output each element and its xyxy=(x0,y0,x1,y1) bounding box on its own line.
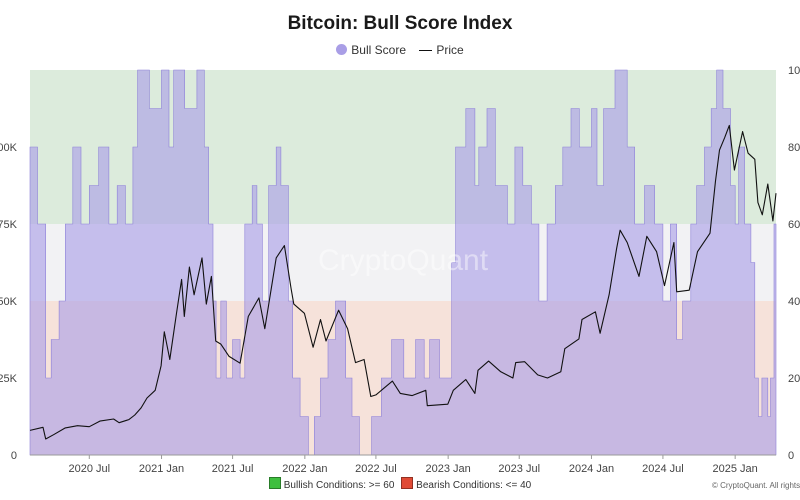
x-tick-label: 2025 Jan xyxy=(713,463,758,475)
x-tick-label: 2024 Jul xyxy=(642,463,684,475)
y-left-tick-label: 75K xyxy=(0,219,18,231)
conditions-legend: Bullish Conditions: >= 60 Bearish Condit… xyxy=(0,477,800,491)
x-tick-label: 2024 Jan xyxy=(569,463,614,475)
watermark-layer: CryptoQuant xyxy=(318,244,489,277)
chart-title: Bitcoin: Bull Score Index xyxy=(287,13,513,34)
y-right-tick-label: 60 xyxy=(788,219,800,231)
legend-item-price[interactable]: Price xyxy=(419,42,464,57)
x-tick-label: 2021 Jan xyxy=(139,463,184,475)
y-right-tick-label: 20 xyxy=(788,373,800,385)
bearish-condition-label: Bearish Conditions: <= 40 xyxy=(416,480,532,491)
x-tick-label: 2021 Jul xyxy=(212,463,254,475)
bullish-condition-label: Bullish Conditions: >= 60 xyxy=(283,480,395,491)
bullish-swatch-icon xyxy=(268,477,281,489)
y-left-tick-label: 0 xyxy=(11,450,17,462)
x-tick-label: 2023 Jan xyxy=(426,463,471,475)
bull-score-series xyxy=(29,69,777,456)
price-line xyxy=(29,124,777,440)
legend-label: Price xyxy=(436,42,464,57)
bullish-condition: Bullish Conditions: >= 60 xyxy=(268,477,395,491)
y-right-tick-label: 40 xyxy=(788,296,800,308)
bull-score-area xyxy=(29,69,777,456)
x-tick-label: 2020 Jul xyxy=(68,463,110,475)
y-left-tick-label: 50K xyxy=(0,296,18,308)
watermark-text: CryptoQuant xyxy=(318,244,489,277)
y-right-tick-label: 100 xyxy=(788,65,800,77)
legend-label: Bull Score xyxy=(351,42,406,57)
x-tick-label: 2022 Jan xyxy=(282,463,327,475)
bearish-condition: Bearish Conditions: <= 40 xyxy=(401,477,531,491)
legend-dot-icon xyxy=(336,43,348,55)
chart-legend: Bull Score Price xyxy=(0,42,800,57)
y-right-tick-label: 80 xyxy=(788,142,800,154)
chart-axes: 2020 Jul 2021 Jan 2021 Jul 2022 Jan 2022 Jul… xyxy=(0,65,800,475)
y-left-tick-label: 100K xyxy=(0,142,18,154)
x-tick-label: 2023 Jul xyxy=(498,463,540,475)
y-left-tick-label: 25K xyxy=(0,373,18,385)
copyright-text: © CryptoQuant. All rights re xyxy=(712,481,800,490)
legend-line-icon xyxy=(419,49,433,51)
bearish-swatch-icon xyxy=(401,477,414,489)
legend-item-bull-score[interactable]: Bull Score xyxy=(336,43,406,57)
price-series xyxy=(29,124,777,440)
x-tick-label: 2022 Jul xyxy=(355,463,397,475)
y-right-tick-label: 0 xyxy=(788,450,794,462)
